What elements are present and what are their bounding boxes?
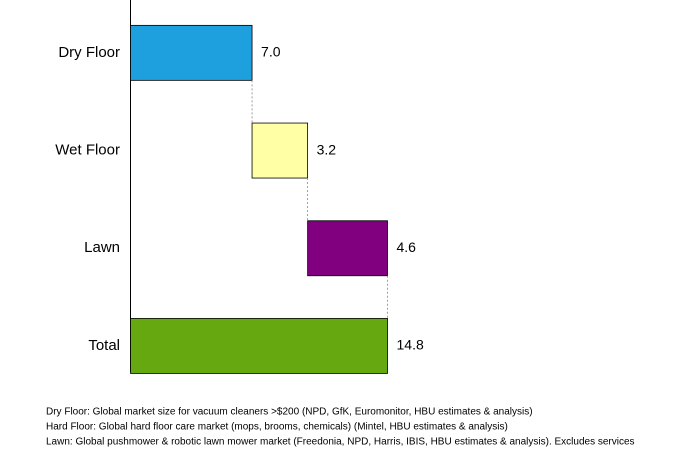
footnote: Dry Floor: Global market size for vacuum… (46, 407, 533, 418)
value-label: 3.2 (317, 141, 337, 157)
footnote: Lawn: Global pushmower & robotic lawn mo… (46, 437, 635, 448)
footnote: Hard Floor: Global hard floor care marke… (46, 422, 508, 433)
bar (251, 122, 309, 179)
value-label: 7.0 (261, 44, 281, 60)
bar (130, 24, 253, 81)
value-label: 4.6 (397, 239, 417, 255)
category-label: Dry Floor (58, 44, 120, 61)
value-label: 14.8 (397, 337, 424, 353)
bar (307, 220, 388, 277)
category-label: Lawn (84, 239, 120, 256)
category-label: Wet Floor (55, 142, 120, 159)
bar (130, 318, 388, 374)
category-label: Total (88, 337, 120, 354)
